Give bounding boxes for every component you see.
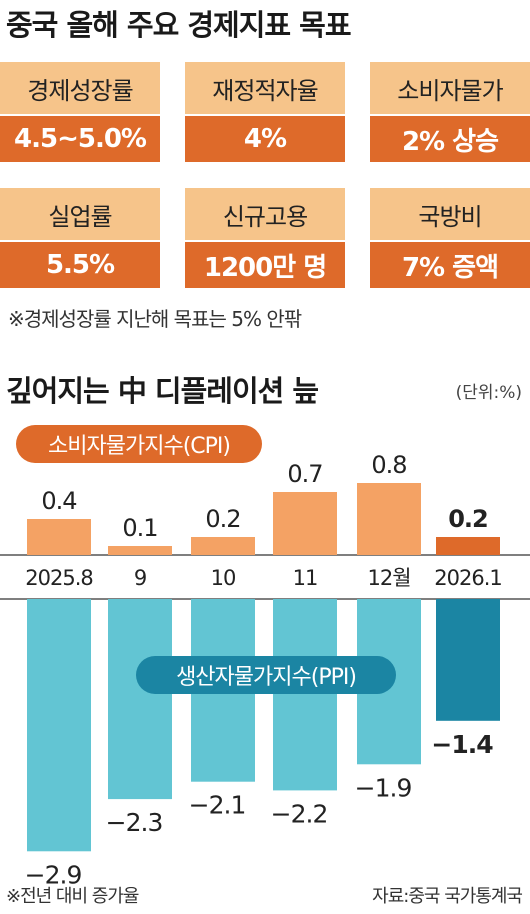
ppi-data-label: −2.3 — [106, 808, 163, 837]
target-value: 2% 상승 — [370, 114, 530, 162]
x-tick-label: 2025.8 — [25, 566, 92, 590]
target-card-deficit: 재정적자율 4% — [185, 62, 345, 162]
target-value: 7% 증액 — [370, 240, 530, 288]
ppi-bar — [27, 599, 91, 852]
target-card-employment: 신규고용 1200만 명 — [185, 188, 345, 288]
target-card-unemployment: 실업률 5.5% — [0, 188, 160, 288]
cpi-series-label: 소비자물가지수(CPI) — [16, 425, 262, 463]
cpi-data-label: 0.8 — [371, 451, 406, 479]
ppi-data-label: −2.2 — [271, 799, 328, 828]
chart-title: 깊어지는 中 디플레이션 늪 — [6, 374, 319, 408]
ppi-data-label: −1.4 — [431, 730, 493, 759]
ppi-bar — [436, 599, 500, 721]
cpi-bar — [357, 483, 421, 555]
target-value: 1200만 명 — [185, 240, 345, 288]
target-label: 경제성장률 — [0, 62, 160, 114]
targets-note: ※경제성장률 지난해 목표는 5% 안팎 — [8, 307, 302, 331]
x-tick-label: 11 — [293, 566, 318, 590]
target-label: 소비자물가 — [370, 62, 530, 114]
ppi-data-label: −2.1 — [189, 791, 246, 820]
chart-source: 자료:중국 국가통계국 — [372, 886, 523, 907]
x-tick-label: 2026.1 — [434, 566, 501, 590]
cpi-data-label: 0.4 — [41, 487, 76, 515]
cpi-data-label: 0.2 — [205, 505, 240, 533]
ppi-bar — [108, 599, 172, 800]
target-value: 4% — [185, 114, 345, 162]
chart-note: ※전년 대비 증가율 — [6, 886, 139, 907]
cpi-bar — [436, 537, 500, 555]
target-value: 4.5~5.0% — [0, 114, 160, 162]
cpi-bar — [108, 546, 172, 555]
target-card-cpi: 소비자물가 2% 상승 — [370, 62, 530, 162]
target-label: 실업률 — [0, 188, 160, 240]
cpi-bar — [273, 492, 337, 555]
page-title: 중국 올해 주요 경제지표 목표 — [6, 8, 352, 42]
cpi-bar — [27, 519, 91, 555]
target-label: 국방비 — [370, 188, 530, 240]
target-card-growth: 경제성장률 4.5~5.0% — [0, 62, 160, 162]
x-tick-label: 12월 — [367, 566, 410, 590]
ppi-data-label: −2.9 — [25, 860, 82, 889]
x-tick-label: 10 — [211, 566, 236, 590]
target-label: 재정적자율 — [185, 62, 345, 114]
unit-label: (단위:%) — [455, 383, 522, 403]
cpi-data-label: 0.1 — [122, 514, 157, 542]
ppi-series-label: 생산자물가지수(PPI) — [136, 656, 396, 694]
cpi-data-label: 0.7 — [287, 460, 322, 488]
ppi-data-label: −1.9 — [355, 773, 412, 802]
target-value: 5.5% — [0, 240, 160, 288]
cpi-data-label: 0.2 — [448, 505, 488, 533]
x-tick-label: 9 — [134, 566, 146, 590]
cpi-bar — [191, 537, 255, 555]
target-label: 신규고용 — [185, 188, 345, 240]
ppi-bar — [273, 599, 337, 791]
target-card-defense: 국방비 7% 증액 — [370, 188, 530, 288]
